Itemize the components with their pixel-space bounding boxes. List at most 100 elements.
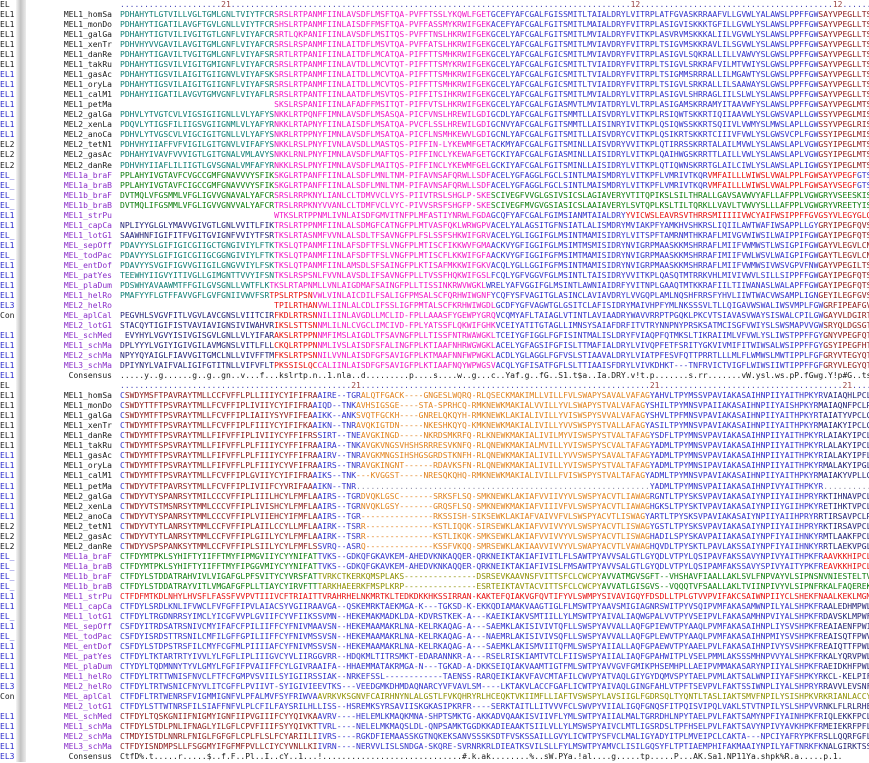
alignment-row: EL_ MEL1a_braB CTFDYMTPKLSYHIFTYIIFFTMYFIP… xyxy=(0,561,869,572)
sequence-label: MEL2_danRe xyxy=(63,160,112,170)
panel-divider xyxy=(16,230,26,241)
clipped-left-panel-fragment: EL1 xyxy=(0,511,15,521)
clipped-left-panel-fragment: EL_ xyxy=(0,561,15,571)
alignment-row: EL1 MEL2_schMa NPYYQYAIGLFIAVVGITGMCLNLLVI… xyxy=(0,351,869,362)
clipped-left-panel-fragment: EL1 xyxy=(0,621,15,631)
alignment-row: EL_ MEL1b_braB CTFDYLSTDDATRAYVITLVMGAFGFP… xyxy=(0,581,869,592)
sequence-label: MEL2_danRe xyxy=(63,541,112,551)
alignment-row: EL1 MEL3_schMa CTFDYISNDMPSLLFSGGMYIFGFMFP… xyxy=(0,742,869,753)
alignment-row: EL1 MEL1_helRo CTFDYLTRTTWNISFNVCLFTFCFGMP… xyxy=(0,672,869,683)
panel-divider xyxy=(16,581,26,592)
alignment-row: EL_ MEL_todPac CSFDYISRDSTTRSNILCMFILGFFGP… xyxy=(0,631,869,642)
sequence-text: PDHVHYIIAFLILIIGTLGVSGNALVMFAFYRNKKLRSLP… xyxy=(120,160,869,170)
alignment-row: EL1 MEL2_galGa CTWDYVTYSPANRSYTMILCCCVFFIP… xyxy=(0,491,869,502)
alignment-row: EL3 MEL2_helRo TPILRTHANVWLIINLALCDLIFSSL… xyxy=(0,300,869,311)
clipped-left-panel-fragment: EL1 xyxy=(0,331,15,341)
sequence-label: MEL_entDof xyxy=(63,642,112,651)
clipped-left-panel-fragment: EL1 xyxy=(0,481,15,491)
clipped-left-panel-fragment: EL1 xyxy=(0,60,15,70)
panel-divider xyxy=(16,401,26,412)
sequence-label: MEL_entDof xyxy=(63,260,112,270)
clipped-left-panel-fragment: EL1 xyxy=(0,672,15,682)
alignment-row: EL1 MEL_entDof PDAVYYSVGIFIGVVGIIGILGNGVVI… xyxy=(0,260,869,271)
sequence-label: MEL2_xenLa xyxy=(63,120,112,130)
alignment-row: EL1 MEL1_oryLa PDHAHYTIGSVILAIGITGIIGNFLVI… xyxy=(0,80,869,91)
clipped-left-panel-fragment: EL1 xyxy=(0,220,15,230)
sequence-label: MEL1_takRu xyxy=(63,60,112,70)
clipped-left-panel-fragment: EL1 xyxy=(0,270,15,280)
sequence-label: MEL1b_braF xyxy=(63,571,112,581)
clipped-left-panel-fragment: EL1 xyxy=(0,10,15,20)
alignment-row: EL2 MEL2_gasAc PDHAHYIVAVFVVVIGTLGITGNALVM… xyxy=(0,150,869,161)
sequence-text: PDHAHYIIGATILAVGVTGMVGNFLVIYAFLRSRSLRTPA… xyxy=(120,90,869,100)
alignment-row: EL1 MEL_sepOff CSFDYITRDSATRSNIVCMYIFAFCFP… xyxy=(0,621,869,632)
panel-divider xyxy=(16,190,26,201)
alignment-row: EL1 MEL2_schMa CTMDYISTDLNNRLFNIGLFGFGFLCP… xyxy=(0,732,869,743)
sequence-label: MEL2_gasAc xyxy=(63,150,112,160)
sequence-text: CTWDYVTYTLANRSYTMMLCCFVFFIPLGIILYCYLFMFL… xyxy=(120,531,869,541)
panel-divider xyxy=(16,541,26,552)
clipped-left-panel-fragment: EL1 xyxy=(0,351,15,361)
sequence-text: STACQYTIGIFISTVAVIAVIGNSIVIWAHVRIKSLSTTS… xyxy=(120,321,869,330)
clipped-left-panel-fragment: EL1 xyxy=(0,722,15,732)
sequence-text: CSWDYMTFTPSVRAYTMLLFCVFFIPLIAIIYSYVFIFEA… xyxy=(120,411,869,421)
sequence-label: MEL1_homSa xyxy=(63,10,112,20)
sequence-label: MEL1_xenTr xyxy=(63,421,112,431)
sequence-text: CSFDYITRDSATRSNIVCMYIFAFCFPILIIFFCYFNIVM… xyxy=(120,621,869,631)
sequence-label: MEL2_anoCa xyxy=(63,130,112,140)
sequence-label: MEL1_calM1 xyxy=(63,471,112,481)
clipped-left-panel-fragment: EL1 xyxy=(0,110,15,120)
panel-divider xyxy=(16,30,26,41)
panel-divider xyxy=(16,732,26,743)
alignment-row: EL3 MEL2_helRo CTFDYLTRTWSNICFNYVLITCGFFLP… xyxy=(0,682,869,693)
panel-divider xyxy=(16,682,26,693)
panel-divider xyxy=(16,150,26,161)
clipped-left-panel-fragment: EL3 xyxy=(0,682,15,692)
clipped-left-panel-fragment: EL3 xyxy=(0,300,15,310)
consensus-text: .....y..g......g..g..gn..v...f...kslrtp.… xyxy=(120,371,869,381)
panel-divider xyxy=(16,461,26,472)
alignment-row: EL_ MEL1a_braF CTFDYMTPKLSYHIFTYIIFFTMYFIP… xyxy=(0,551,869,562)
alignment-row: EL1 MEL1_takRu PDHAHYTIGSVILVIGITGMIGNFLVI… xyxy=(0,60,869,71)
alignment-row: EL1 MEL_entDof CSFDYLSTDPSTRSFILCMYFCGFMLP… xyxy=(0,642,869,653)
sequence-text: CTYDYLTQDMNNYTYVLGMYLFGFIFPVAIIFFCYLGIVR… xyxy=(120,662,869,672)
sequence-text: CSWDYMSFTPAVRAYTMLLCCFVFFLPLLIIIYCYIFIFR… xyxy=(120,391,869,401)
sequence-label: MEL2_galGa xyxy=(63,110,112,120)
clipped-left-panel-fragment: EL1 xyxy=(0,361,15,371)
sequence-text: NPLIYYGLGLYMAVVGIVGTLGNLVVITLFIKTRSLRTPP… xyxy=(120,220,869,230)
sequence-label: MEL1a_braB xyxy=(63,180,112,190)
panel-divider xyxy=(16,591,26,602)
alignment-row: EL1 MEL2_xenLa PDQVLYTIGSFILIIGSVGIIGNMLVL… xyxy=(0,120,869,131)
panel-divider xyxy=(16,80,26,91)
clipped-left-panel-fragment: EL1 xyxy=(0,471,15,481)
sequence-label: MEL2_galGa xyxy=(63,491,112,501)
panel-divider xyxy=(16,652,26,663)
panel-divider xyxy=(16,712,26,723)
sequence-text: CTFDFMTKDLNHYLHVSFLFASSFVVPVTIIIVCFTRIAI… xyxy=(120,591,869,601)
sequence-text: CTWDYVTFTPAVRSYTMLLFCVFFIPLIVIIFCYVRIFAA… xyxy=(120,481,869,491)
sequence-text: CTFDYLSTTWTNRSFILSIAFFNFVLPLCFILFAYSRILH… xyxy=(120,702,869,712)
sequence-label: MEL2_xenLa xyxy=(63,501,112,511)
alignment-row: EL_ MEL1b_braF CTFDYLSTDDATRAHVIVLVIGAFGLP… xyxy=(0,571,869,582)
clipped-left-panel-fragment: EL1 xyxy=(0,30,15,40)
sequence-label: MEL1_helRo xyxy=(63,672,112,682)
panel-divider xyxy=(16,692,26,703)
sequence-label: MEL1_monDo xyxy=(63,401,112,411)
clipped-left-panel-fragment: EL1 xyxy=(0,431,15,441)
sequence-text: CTWDYMTFTPSVRAYTMLLFCVFFIPLGVIIYCYIFIFRA… xyxy=(120,471,869,481)
alignment-row: EL1 MEL3_schMa DPIYNYLVAIFVALIGIFGTITNLLVI… xyxy=(0,361,869,372)
sequence-label: MEL1_danRe xyxy=(63,50,112,60)
clipped-left-panel-fragment: EL1 xyxy=(0,652,15,662)
sequence-text: PEGVHLSVGVFITLVGVLAVCGNSLVIITCIRFKDLRTRS… xyxy=(120,310,869,320)
sequence-label: MEL1_lotG1 xyxy=(63,611,112,621)
sequence-text: CTFDYLTRTWSNICFNYVLITCGFFLPVIIVT-SYIGIVI… xyxy=(120,682,869,692)
alignment-row: EL2 MEL2_danRe CTWDYVSPSPANKSYTMMLCCFVFFIP… xyxy=(0,541,869,552)
panel-divider xyxy=(16,240,26,251)
sequence-text: CTFDYLTRGDNRRSYIMCLYICGFVVPLGVIIFCYVFIIK… xyxy=(120,611,869,621)
sequence-label: MEL1_xenTr xyxy=(63,40,112,50)
clipped-left-panel-fragment: EL1 xyxy=(0,501,15,511)
clipped-left-panel-fragment: EL_ xyxy=(0,611,15,621)
sequence-label: MEL_todPac xyxy=(63,631,112,641)
panel-divider xyxy=(16,561,26,572)
panel-divider xyxy=(16,621,26,632)
